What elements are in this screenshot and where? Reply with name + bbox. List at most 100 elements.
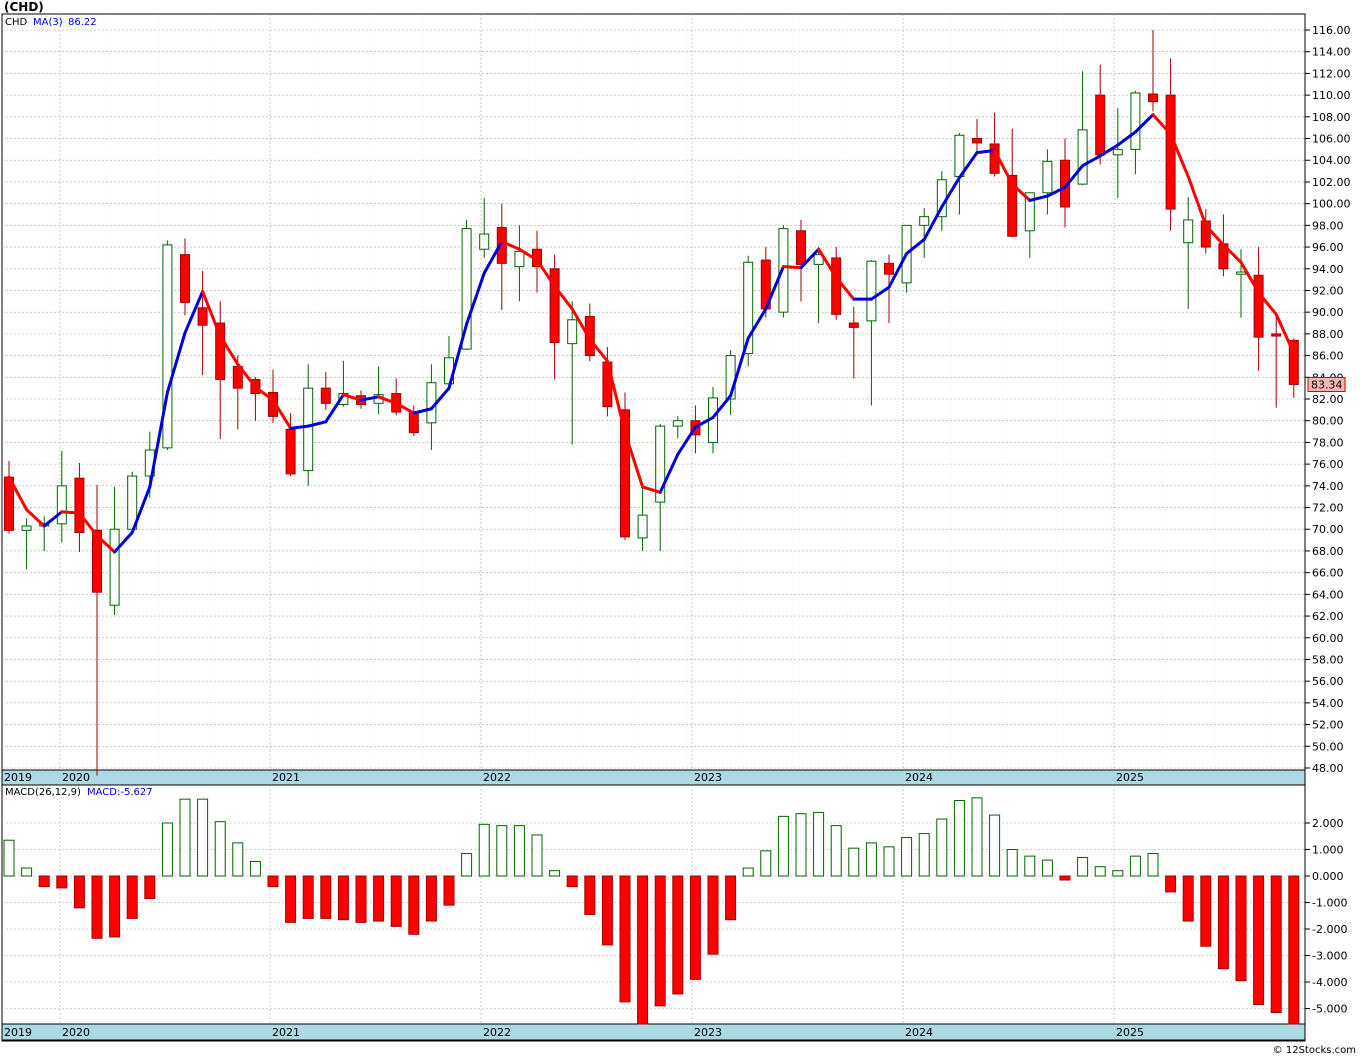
macd-bar xyxy=(355,875,367,923)
year-label: 2024 xyxy=(905,771,933,784)
macd-bar xyxy=(619,875,631,1003)
ma3-segment xyxy=(676,425,697,456)
ma3-segment xyxy=(817,247,838,279)
year-label: 2025 xyxy=(1116,1026,1144,1039)
macd-tick-label: -4.000 xyxy=(1312,976,1347,989)
ma3-segment xyxy=(1028,194,1049,202)
ma3-segment xyxy=(1274,312,1296,355)
candle-body xyxy=(620,409,630,538)
macd-bar xyxy=(320,875,332,919)
macd-bar xyxy=(91,875,103,939)
candle-body xyxy=(567,319,578,345)
ma3-segment xyxy=(605,359,627,435)
ma3-segment xyxy=(799,247,821,270)
macd-bar xyxy=(21,867,33,877)
candle-body xyxy=(1288,339,1299,385)
macd-bar xyxy=(707,875,719,955)
ma3-segment xyxy=(1081,154,1102,168)
macd-bar xyxy=(496,825,508,877)
candle-body xyxy=(637,514,648,539)
macd-bar xyxy=(249,860,261,877)
ma3-segment xyxy=(1116,130,1137,147)
year-label: 2025 xyxy=(1116,771,1144,784)
macd-bar xyxy=(813,811,825,877)
ma3-segment xyxy=(1151,113,1173,136)
macd-bar xyxy=(637,875,649,1025)
candle-body xyxy=(1148,93,1158,103)
price-tick-label: 78.00 xyxy=(1312,436,1344,449)
candle-body xyxy=(197,307,208,326)
price-tick-label: 70.00 xyxy=(1312,523,1344,536)
ma3-segment xyxy=(746,307,768,340)
macd-bar xyxy=(848,847,860,877)
ma3-segment xyxy=(869,285,891,301)
candle-body xyxy=(1253,274,1264,338)
macd-bar xyxy=(214,821,226,877)
ma3-segment xyxy=(341,393,363,402)
candle-body xyxy=(1165,94,1176,210)
price-tick-label: 96.00 xyxy=(1312,241,1344,254)
candle-body xyxy=(549,268,560,344)
macd-bar xyxy=(1094,866,1106,877)
year-label: 2022 xyxy=(483,1026,511,1039)
candle-body xyxy=(1095,94,1106,156)
ma3-segment xyxy=(535,258,557,288)
ma3-segment xyxy=(236,362,257,389)
ma3-segment xyxy=(183,290,205,335)
macd-legend-label: MACD(26,12,9) xyxy=(5,787,81,798)
ma3-segment xyxy=(1133,113,1155,134)
macd-bar xyxy=(601,875,613,946)
price-tick-label: 86.00 xyxy=(1312,350,1344,363)
price-tick-label: 104.00 xyxy=(1312,154,1351,167)
candle-body xyxy=(831,257,842,315)
ma3-segment xyxy=(359,395,381,402)
ma3-segment xyxy=(1186,175,1208,227)
price-tick-label: 74.00 xyxy=(1312,480,1344,493)
macd-bar xyxy=(373,875,385,922)
candle-body xyxy=(1112,148,1123,156)
price-tick-label: 52.00 xyxy=(1312,719,1344,732)
price-tick-label: 68.00 xyxy=(1312,545,1344,558)
ma3-segment xyxy=(729,336,750,398)
price-tick-label: 100.00 xyxy=(1312,198,1351,211)
ma3-segment xyxy=(500,240,521,251)
candle-body xyxy=(461,228,472,350)
candle-body xyxy=(56,485,67,525)
ma3-segment xyxy=(1010,182,1032,202)
macd-bar xyxy=(232,842,244,877)
macd-bar xyxy=(179,798,191,877)
candle-body xyxy=(884,262,894,275)
price-tick-label: 50.00 xyxy=(1312,740,1344,753)
price-tick-label: 112.00 xyxy=(1312,67,1351,80)
price-tick-label: 58.00 xyxy=(1312,653,1344,666)
ma3-segment xyxy=(940,176,961,209)
macd-bar xyxy=(408,875,420,935)
ma3-segment xyxy=(693,415,715,429)
candle-body xyxy=(584,316,595,357)
macd-bar xyxy=(478,823,490,877)
candle-body xyxy=(285,428,296,475)
ma3-segment xyxy=(165,331,187,394)
macd-axis-band xyxy=(1,1023,1306,1041)
macd-bar xyxy=(109,875,121,938)
price-tick-label: 66.00 xyxy=(1312,567,1344,580)
ma3-segment xyxy=(42,510,64,528)
macd-tick-label: -2.000 xyxy=(1312,923,1347,936)
macd-bar xyxy=(1288,875,1300,1025)
candle-body xyxy=(320,387,331,404)
macd-bar xyxy=(73,875,85,909)
candle-body xyxy=(972,138,982,144)
year-label: 2020 xyxy=(62,771,90,784)
macd-legend-value: MACD:-5.627 xyxy=(87,787,153,798)
macd-bar xyxy=(918,833,930,877)
macd-bar xyxy=(1253,875,1265,1006)
macd-bar xyxy=(3,839,15,877)
ma3-segment xyxy=(148,390,169,489)
macd-bar xyxy=(461,852,473,877)
candle-body xyxy=(215,322,226,380)
price-legend-ma-label: MA(3) xyxy=(33,17,63,28)
macd-bar xyxy=(584,875,596,915)
price-tick-label: 82.00 xyxy=(1312,393,1344,406)
price-tick-label: 116.00 xyxy=(1312,24,1351,37)
price-tick-label: 110.00 xyxy=(1312,89,1351,102)
